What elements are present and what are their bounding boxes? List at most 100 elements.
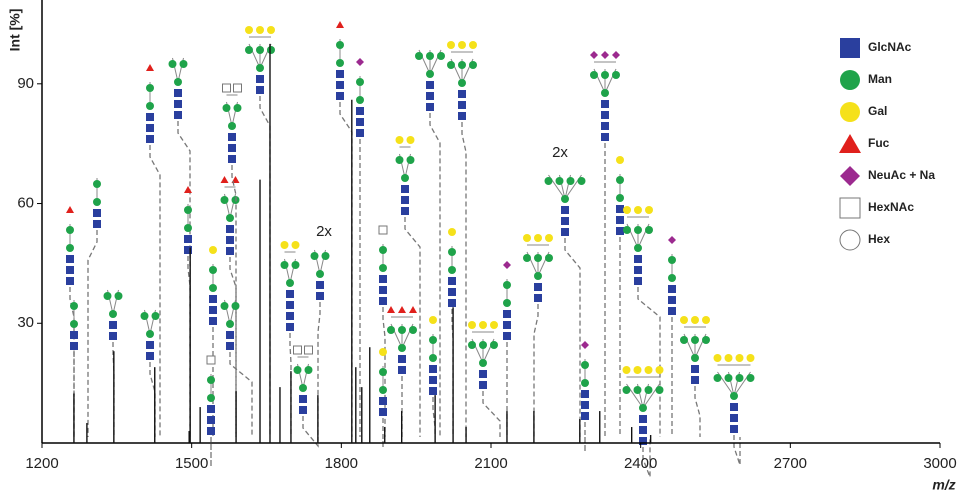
glycan-residue [534, 234, 542, 242]
glycan-residue [634, 206, 642, 214]
glycan-residue [426, 70, 434, 78]
connector [87, 230, 98, 437]
glycan-residue [713, 374, 722, 382]
glycan-residue [267, 26, 275, 34]
glycan-residue [93, 209, 101, 217]
glycan-residue [66, 277, 74, 285]
glycan-residue [70, 320, 78, 328]
glycan-residue [222, 83, 231, 93]
x-tick-label: 1200 [25, 455, 58, 472]
glycan-residue [228, 122, 236, 130]
connector [733, 435, 741, 466]
glycan-residue [209, 246, 217, 254]
glycan-residue [534, 272, 542, 280]
glycan-residue [286, 323, 294, 331]
connector [637, 287, 661, 437]
glycan-residue [730, 403, 738, 411]
glycan-residue [612, 71, 620, 79]
glycan-residue [336, 41, 344, 49]
glycan-residue [616, 176, 624, 184]
glycan-residue [724, 354, 733, 362]
glycan-residue [458, 112, 466, 120]
glycan-residue [503, 321, 511, 329]
glycan-residue [590, 71, 598, 79]
glycan-residue [66, 266, 74, 274]
glycan-residue [316, 270, 324, 278]
glycan-residue [209, 295, 217, 303]
glycan-residue [228, 144, 236, 152]
glycan-residue [286, 301, 294, 309]
glycan-residue [226, 247, 234, 255]
connector [482, 391, 501, 437]
glycan-residue [691, 316, 699, 324]
glycan-residue [146, 352, 154, 360]
connector [642, 437, 651, 478]
glycan-residue [555, 177, 564, 185]
connector [302, 416, 319, 448]
glycan-residue [140, 312, 149, 320]
glycan-residue [226, 342, 234, 350]
glycan-residue [146, 64, 154, 71]
glycan-residue [479, 341, 487, 349]
glycan-residue [70, 331, 78, 339]
legend-label: Fuc [868, 136, 890, 150]
x-tick-label: 2100 [474, 455, 507, 472]
glycan-residue [395, 136, 404, 144]
glycan-residue [304, 345, 313, 355]
glycan-residue [469, 41, 477, 49]
legend-swatch [840, 166, 860, 186]
glycan-residue [702, 336, 710, 344]
connector [429, 113, 441, 437]
connector [564, 238, 581, 437]
glycan-residue [590, 51, 598, 59]
glycan-residue [601, 71, 609, 79]
glycan-residue [401, 174, 409, 182]
glycan-residue [622, 366, 631, 374]
glycan-residue [490, 321, 498, 329]
glycan-residue [398, 306, 406, 313]
glycan-residue [503, 310, 511, 318]
glycan-residue [503, 332, 511, 340]
glycan-residue [93, 198, 101, 206]
connector [149, 145, 161, 437]
glycan-residue [633, 366, 642, 374]
glycan-residue [207, 416, 215, 424]
glycan-residue [429, 316, 437, 324]
glycan-residue [581, 379, 589, 387]
glycan-residue [545, 254, 553, 262]
glycan-residue [561, 206, 569, 214]
glycan-residue [437, 52, 445, 60]
glycan-residue [321, 252, 330, 260]
glycan-residue [612, 51, 620, 59]
glycan-residue [668, 296, 676, 304]
glycan-residue [713, 354, 722, 362]
glycan-residue [479, 381, 487, 389]
glycan-residue [378, 225, 388, 235]
glycan-residue [209, 266, 217, 274]
glycan-residue [601, 51, 609, 59]
glycan-residue [222, 104, 231, 112]
glycan-residue [645, 226, 653, 234]
glycan-residue [616, 205, 624, 213]
glycan-residue [109, 310, 117, 318]
glycan-residue [680, 336, 688, 344]
glycan-residue [228, 133, 236, 141]
glycan-residue [545, 234, 553, 242]
glycan-residue [503, 299, 511, 307]
glycan-residue [66, 226, 74, 234]
glycan-residue [534, 294, 542, 302]
glycan-residue [534, 283, 542, 291]
glycan-residue [256, 26, 264, 34]
glycan-residue [581, 361, 589, 369]
glycan-residue [534, 254, 542, 262]
glycan-residue [226, 214, 234, 222]
glycan-residue [479, 321, 487, 329]
glycan-residue [245, 46, 253, 54]
legend-label: HexNAc [868, 200, 914, 214]
glycan-residue [356, 96, 364, 104]
glycan-residue [458, 61, 466, 69]
glycan-residue [668, 274, 676, 282]
glycan-residue [220, 196, 229, 204]
glycan-residue [503, 261, 511, 269]
glycan-residue [398, 366, 406, 374]
